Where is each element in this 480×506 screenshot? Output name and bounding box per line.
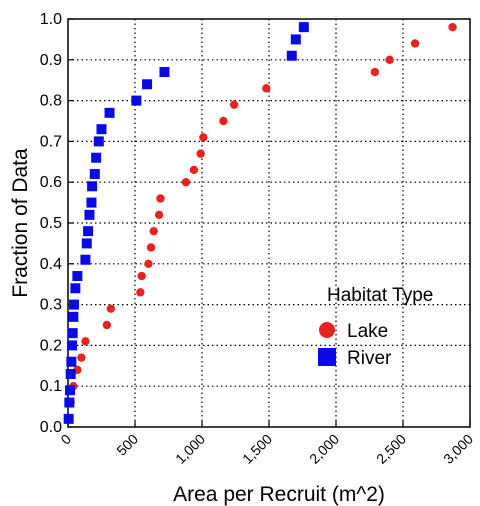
lake-point [154,210,164,220]
lake-point [146,243,156,252]
river-legend-label: River [347,348,392,369]
river-point [89,169,100,180]
y-tick-label: 0.5 [40,215,62,232]
x-tick-label: 2,500 [373,431,409,467]
x-tick-label: 500 [113,431,141,459]
river-point [104,107,115,118]
y-tick-label: 0.4 [40,256,62,273]
lake-legend-marker [319,322,335,338]
x-tick-label: 0 [57,431,74,448]
y-tick-label: 0.0 [40,419,62,436]
lake-point [370,67,380,77]
river-point [67,328,78,339]
river-point [65,385,76,396]
river-point [81,238,92,249]
lake-point [102,320,112,330]
river-point [84,209,95,220]
river-point [63,413,74,424]
lake-point [199,133,208,142]
y-tick-label: 1.0 [40,11,62,28]
x-tick-label: 3,000 [440,431,476,467]
river-point [91,152,102,163]
y-tick-label: 0.9 [40,52,62,69]
river-point [159,67,170,78]
x-tick-label: 2,000 [306,431,342,467]
lake-point [144,259,153,268]
x-tick-label: 1,000 [172,431,208,467]
river-point [65,368,76,379]
river-point [142,79,153,90]
river-point [298,22,309,33]
river-point [93,136,104,147]
y-tick-label: 0.6 [40,174,62,191]
y-tick-label: 0.1 [40,378,62,395]
lake-point [77,353,86,362]
river-point [66,356,77,367]
lake-point [149,226,158,236]
x-axis-title: Area per Recruit (m^2) [173,483,385,506]
legend: Habitat Type Lake River [318,285,433,369]
river-point [131,95,142,106]
y-tick-label: 0.2 [40,337,62,354]
legend-title: Habitat Type [327,285,433,306]
river-point [286,50,297,61]
river-point [68,311,79,322]
river-point [86,197,97,208]
lake-point [81,337,90,346]
river-legend-marker [318,348,336,366]
river-point [83,226,94,237]
lake-point [136,288,145,297]
y-tick-label: 0.3 [40,297,62,314]
lake-point [137,271,146,281]
lake-point [229,100,239,109]
lake-point [219,116,228,126]
river-point [69,299,80,310]
x-tick-label: 1,500 [239,431,275,467]
grid [68,19,470,427]
lake-legend-label: Lake [347,321,388,342]
river-point [290,34,301,45]
y-axis-title: Fraction of Data [9,148,32,298]
lake-point [448,22,457,32]
river-point [80,254,91,265]
river-point [87,181,98,192]
river-point [70,283,81,294]
river-point [64,397,75,408]
y-axis: 0.0 0.1 0.2 0.3 0.4 0.5 0.6 0.7 0.8 0.9 1.0 [40,11,74,436]
lake-point [196,149,205,158]
lake-point [156,194,165,203]
lake-point [181,178,191,187]
x-axis: 0 500 1,000 1,500 2,000 2,500 3,000 [57,421,476,467]
lake-point [106,304,116,313]
lake-point [189,165,199,175]
y-tick-label: 0.8 [40,93,62,110]
river-point [72,271,83,282]
lake-point [410,39,420,48]
river-point [67,340,78,351]
lake-point [385,55,394,64]
data-marks [63,22,457,424]
lake-point [262,84,271,93]
river-point [96,124,107,135]
y-tick-label: 0.7 [40,133,62,150]
